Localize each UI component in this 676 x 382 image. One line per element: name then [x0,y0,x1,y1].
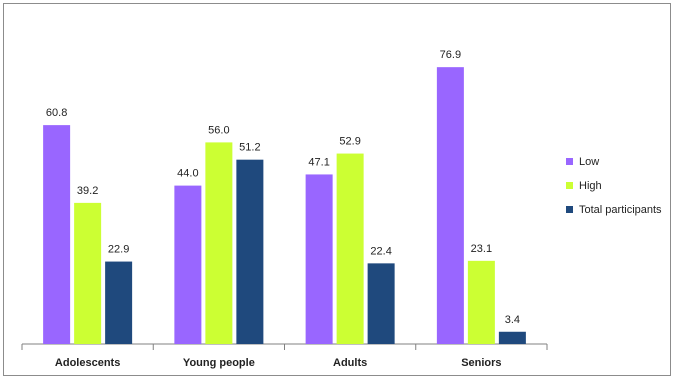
bar-seniors-total-participants [498,331,526,344]
data-label-adults-low: 47.1 [308,156,329,168]
bar-seniors-low [436,67,464,344]
bar-adults-low [305,174,333,344]
x-tick-label-adolescents: Adolescents [55,357,120,369]
data-label-seniors-low: 76.9 [440,49,461,61]
legend-swatch-total-participants [566,206,573,213]
data-label-adolescents-low: 60.8 [46,107,67,119]
data-label-young-people-high: 56.0 [208,124,229,136]
data-label-adults-high: 52.9 [339,136,360,148]
data-label-adults-total-participants: 22.4 [370,245,391,257]
bar-adolescents-total-participants [105,261,133,344]
data-label-adolescents-high: 39.2 [77,185,98,197]
bar-adolescents-high [74,202,102,344]
legend-label-low: Low [579,156,599,168]
x-tick-label-seniors: Seniors [461,357,501,369]
x-tick-label-young-people: Young people [183,357,255,369]
data-label-seniors-total-participants: 3.4 [505,314,520,326]
bar-seniors-high [467,260,495,344]
bar-young-people-high [205,142,233,344]
bar-adults-high [336,153,364,344]
data-label-adolescents-total-participants: 22.9 [108,244,129,256]
bar-adolescents-low [43,125,71,345]
data-label-young-people-total-participants: 51.2 [239,142,260,154]
bar-young-people-total-participants [236,159,264,344]
x-tick-label-adults: Adults [333,357,367,369]
data-label-seniors-high: 23.1 [471,243,492,255]
legend-swatch-low [566,158,573,165]
legend-label-total-participants: Total participants [579,204,662,216]
bar-adults-total-participants [367,263,395,344]
legend-label-high: High [579,180,602,192]
data-label-young-people-low: 44.0 [177,168,198,180]
legend-swatch-high [566,182,573,189]
bar-young-people-low [174,185,202,344]
